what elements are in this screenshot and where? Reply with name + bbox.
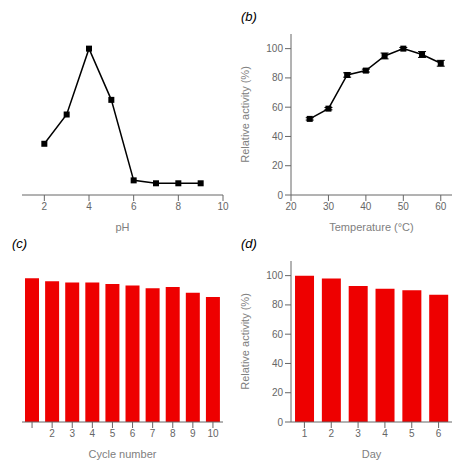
svg-text:60: 60 (272, 329, 284, 340)
html-text:(c): (c) (12, 236, 28, 251)
svg-text:4: 4 (86, 201, 92, 212)
svg-text:Cycle number: Cycle number (89, 448, 157, 460)
svg-text:40: 40 (272, 131, 284, 142)
svg-text:3: 3 (69, 428, 75, 439)
html-text:(d): (d) (241, 236, 257, 251)
svg-text:50: 50 (398, 201, 410, 212)
svg-text:Day: Day (362, 448, 382, 460)
svg-text:100: 100 (266, 43, 283, 54)
svg-text:20: 20 (272, 160, 284, 171)
svg-text:80: 80 (272, 72, 284, 83)
svg-text:4: 4 (90, 428, 96, 439)
svg-text:2: 2 (49, 428, 55, 439)
svg-text:2: 2 (328, 428, 334, 439)
svg-text:80: 80 (272, 299, 284, 310)
svg-text:40: 40 (360, 201, 372, 212)
svg-text:2: 2 (42, 201, 48, 212)
svg-text:5: 5 (110, 428, 116, 439)
svg-text:10: 10 (207, 428, 219, 439)
svg-text:Relative activity (%): Relative activity (%) (239, 66, 251, 163)
svg-text:5: 5 (409, 428, 415, 439)
svg-text:3: 3 (355, 428, 361, 439)
svg-text:Temperature (°C): Temperature (°C) (329, 221, 413, 233)
svg-text:8: 8 (176, 201, 182, 212)
svg-text:40: 40 (272, 358, 284, 369)
svg-text:60: 60 (272, 102, 284, 113)
svg-text:6: 6 (436, 428, 442, 439)
svg-text:7: 7 (150, 428, 156, 439)
svg-text:9: 9 (190, 428, 196, 439)
svg-text:1: 1 (302, 428, 308, 439)
svg-text:4: 4 (382, 428, 388, 439)
svg-text:60: 60 (435, 201, 447, 212)
html-text:(b): (b) (241, 9, 257, 24)
svg-text:pH: pH (115, 221, 129, 233)
svg-text:Relative activity (%): Relative activity (%) (239, 293, 251, 390)
svg-text:8: 8 (170, 428, 176, 439)
svg-text:6: 6 (130, 428, 136, 439)
svg-text:100: 100 (266, 270, 283, 281)
svg-text:20: 20 (272, 387, 284, 398)
svg-text:0: 0 (277, 417, 283, 428)
svg-text:10: 10 (217, 201, 229, 212)
svg-text:30: 30 (323, 201, 335, 212)
svg-text:0: 0 (277, 190, 283, 201)
svg-text:20: 20 (285, 201, 297, 212)
svg-text:6: 6 (131, 201, 137, 212)
